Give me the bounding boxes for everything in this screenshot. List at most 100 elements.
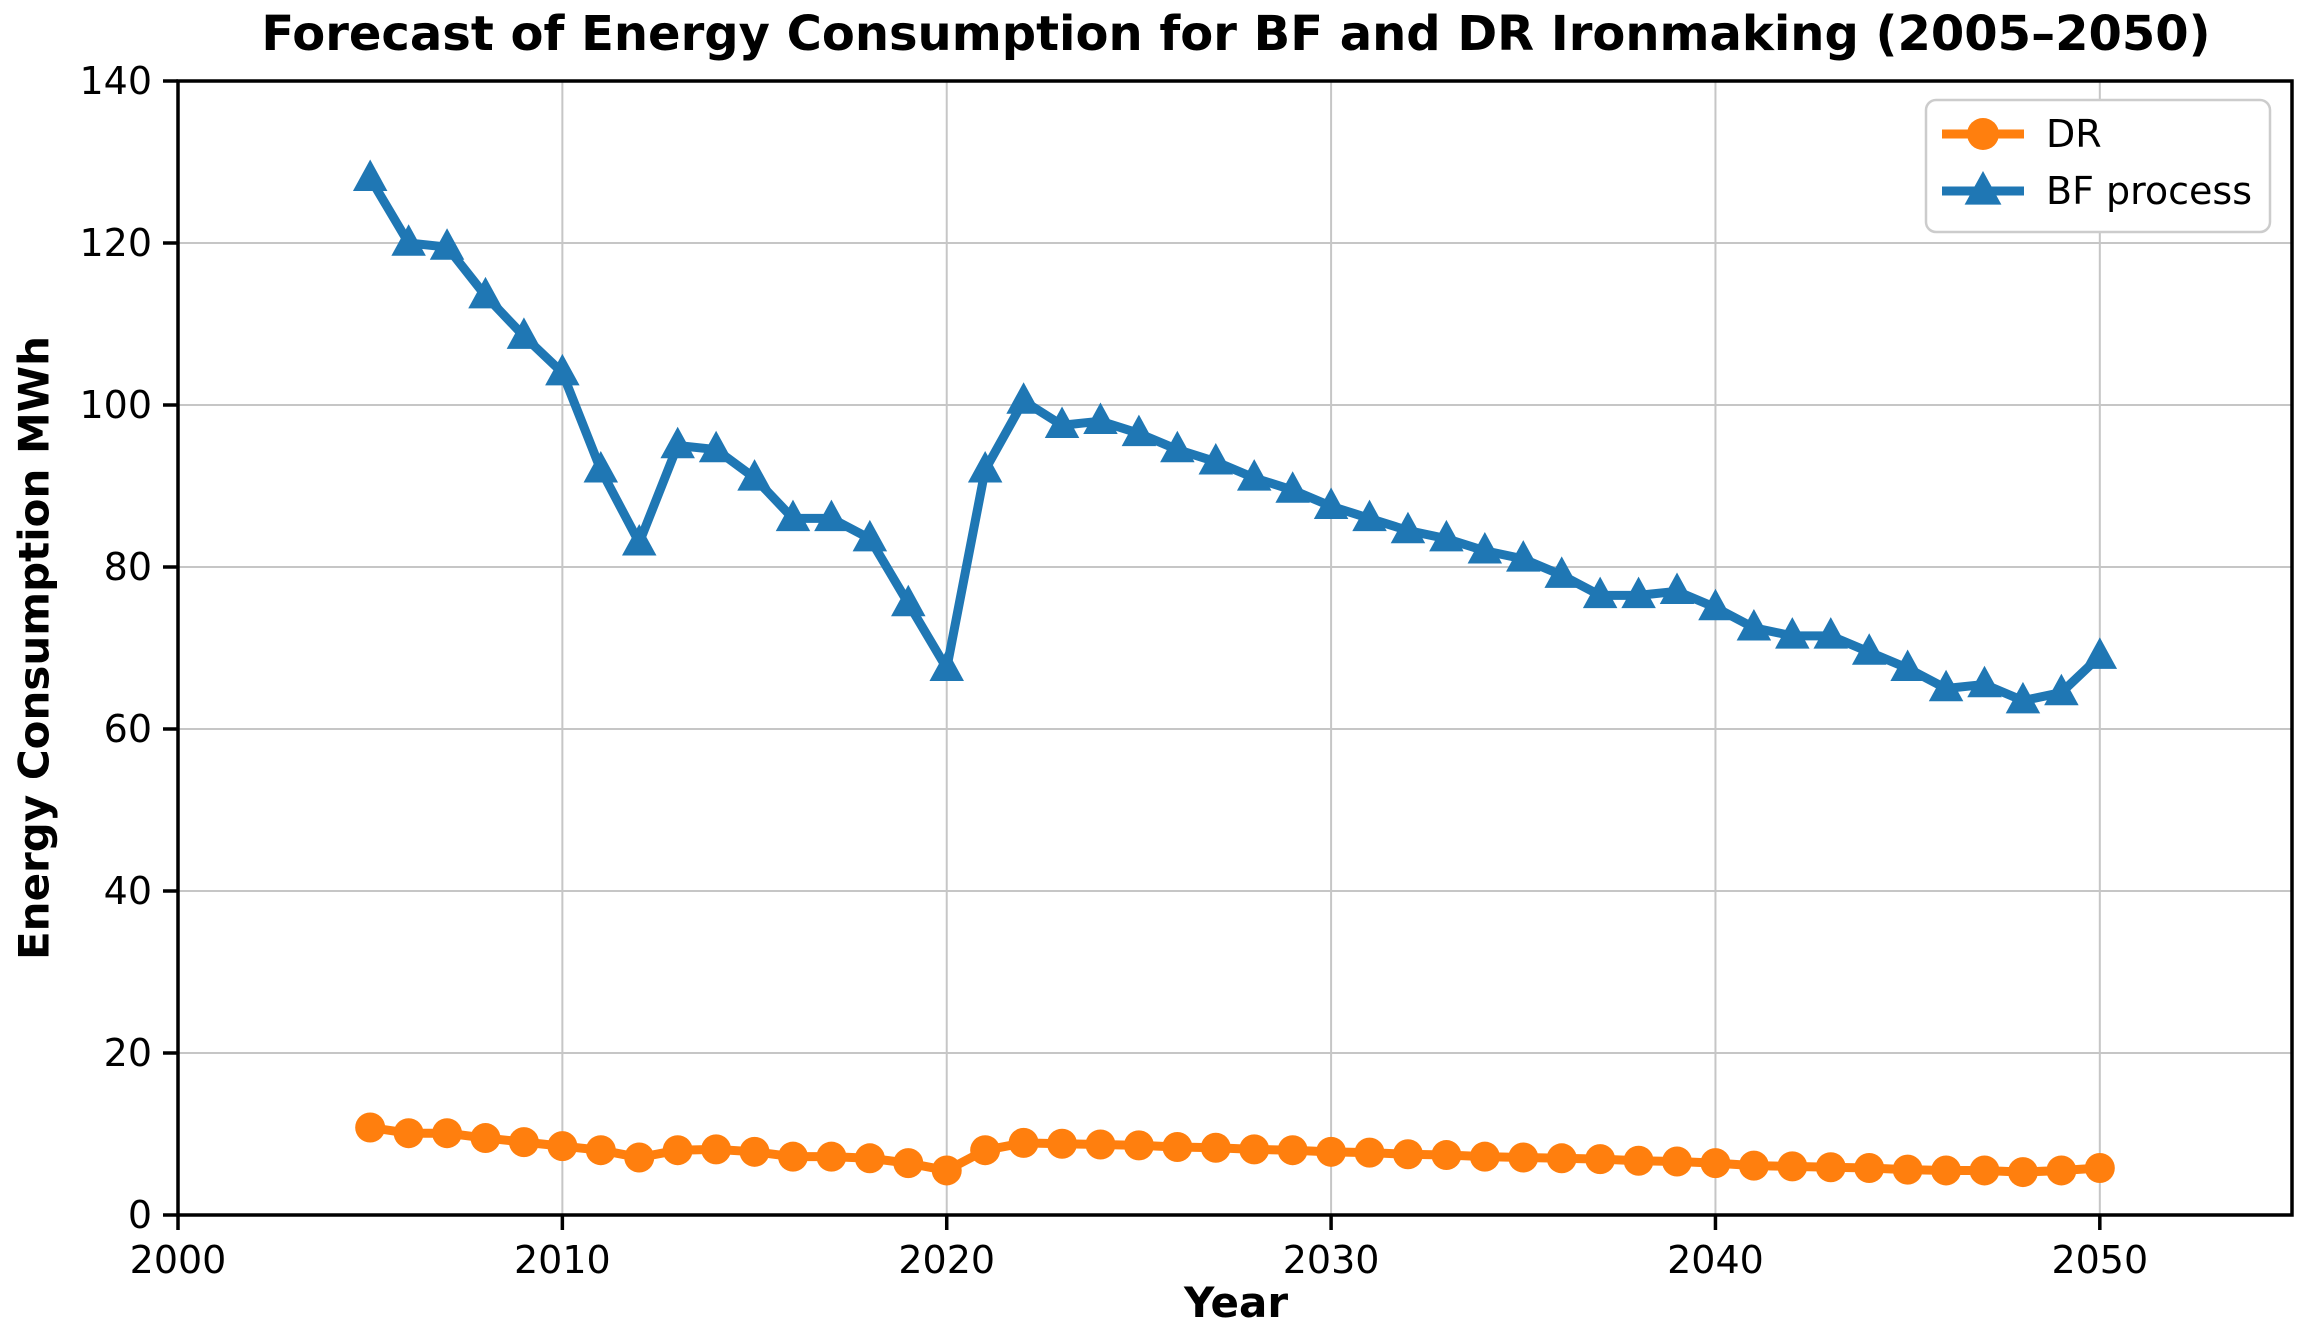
- circle-marker: [393, 1118, 424, 1149]
- triangle-marker: [1967, 665, 2002, 698]
- circle-marker: [1316, 1136, 1347, 1167]
- circle-marker: [1239, 1134, 1270, 1165]
- y-axis-label: Energy Consumption MWh: [9, 335, 59, 961]
- legend-entry-bf-process: BF process: [1942, 169, 2252, 213]
- circle-marker: [970, 1135, 1001, 1166]
- x-tick-label: 2020: [898, 1238, 995, 1282]
- triangle-marker: [429, 228, 465, 260]
- circle-marker: [1777, 1151, 1808, 1182]
- triangle-marker: [929, 649, 964, 681]
- legend: DR BF process: [1924, 98, 2272, 234]
- circle-marker: [1162, 1131, 1193, 1162]
- circle-marker: [1815, 1152, 1846, 1183]
- x-tick-label: 2000: [130, 1238, 227, 1282]
- circle-marker: [1892, 1154, 1923, 1185]
- circle-marker: [1931, 1155, 1962, 1186]
- series-line: [366, 175, 2103, 706]
- triangle-marker: [621, 523, 657, 556]
- circle-marker: [816, 1141, 847, 1172]
- triangle-marker: [1006, 382, 1041, 414]
- y-tick-label: 20: [104, 1031, 152, 1075]
- y-tick-label: 80: [104, 545, 152, 589]
- y-tick-label: 40: [104, 869, 152, 913]
- circle-marker: [1662, 1146, 1693, 1177]
- x-axis-ticks: 2000 2010 2020 2030 2040 2050: [130, 1215, 2148, 1282]
- triangle-marker: [391, 224, 426, 256]
- triangle-marker: [1275, 471, 1310, 503]
- circle-marker: [2046, 1155, 2077, 1186]
- triangle-marker: [1121, 414, 1157, 447]
- y-tick-label: 140: [79, 59, 152, 103]
- triangle-marker: [1775, 617, 1810, 649]
- y-tick-label: 60: [104, 707, 152, 751]
- triangle-marker: [1621, 576, 1656, 609]
- circle-marker: [1123, 1130, 1154, 1161]
- triangle-marker: [352, 159, 388, 191]
- triangle-marker: [660, 426, 695, 459]
- triangle-marker: [967, 451, 1003, 483]
- y-tick-label: 100: [79, 383, 152, 427]
- triangle-marker: [1352, 499, 1387, 532]
- x-tick-label: 2030: [1283, 1238, 1380, 1282]
- triangle-marker: [1083, 402, 1118, 434]
- triangle-marker: [1890, 649, 1925, 681]
- triangle-marker: [506, 317, 542, 349]
- circle-marker: [1392, 1139, 1423, 1170]
- triangle-marker: [852, 519, 888, 552]
- circle-marker: [1546, 1143, 1577, 1174]
- series-bf-process: [352, 159, 2118, 714]
- triangle-marker: [891, 584, 926, 617]
- x-tick-label: 2050: [2051, 1238, 2148, 1282]
- chart-title: Forecast of Energy Consumption for BF an…: [261, 6, 2211, 62]
- circle-marker: [470, 1123, 501, 1154]
- circle-marker: [931, 1155, 962, 1186]
- triangle-marker: [1160, 430, 1195, 463]
- y-axis-ticks: 0 20 40 60 80 100 120 140: [79, 59, 178, 1237]
- triangle-marker: [775, 499, 811, 532]
- triangle-marker: [1390, 511, 1426, 544]
- circle-marker: [624, 1142, 655, 1173]
- circle-marker: [1008, 1127, 1039, 1158]
- circle-marker: [355, 1112, 386, 1143]
- triangle-marker: [2082, 637, 2118, 669]
- circle-marker: [1585, 1144, 1616, 1175]
- x-axis-label: Year: [1183, 1278, 1289, 1327]
- triangle-marker: [1198, 442, 1234, 475]
- circle-marker: [777, 1141, 808, 1172]
- triangle-marker: [1467, 532, 1503, 564]
- circle-marker: [1623, 1145, 1654, 1176]
- circle-marker: [739, 1136, 770, 1167]
- triangle-marker: [468, 276, 503, 309]
- circle-marker: [1854, 1153, 1885, 1184]
- circle-marker: [1967, 118, 1999, 150]
- circle-marker: [1431, 1140, 1462, 1171]
- triangle-marker: [545, 353, 580, 386]
- series-line: [369, 1123, 2101, 1177]
- circle-marker: [1354, 1137, 1385, 1168]
- circle-marker: [1969, 1155, 2000, 1186]
- triangle-marker: [737, 459, 772, 491]
- circle-marker: [1738, 1150, 1769, 1181]
- triangle-marker: [1544, 556, 1579, 588]
- x-tick-label: 2040: [1667, 1238, 1764, 1282]
- circle-marker: [854, 1143, 885, 1174]
- circle-marker: [893, 1148, 924, 1179]
- legend-entry-dr: DR: [1942, 112, 2102, 156]
- circle-marker: [1508, 1142, 1539, 1173]
- circle-marker: [2007, 1157, 2038, 1188]
- circle-marker: [701, 1134, 732, 1165]
- y-tick-label: 0: [128, 1193, 152, 1237]
- triangle-marker: [1236, 459, 1272, 491]
- circle-marker: [508, 1127, 539, 1158]
- triangle-marker: [1698, 588, 1733, 621]
- circle-marker: [1277, 1135, 1308, 1166]
- circle-marker: [547, 1131, 578, 1162]
- circle-marker: [1047, 1128, 1078, 1159]
- circle-marker: [2084, 1153, 2115, 1184]
- triangle-marker: [698, 430, 734, 463]
- circle-marker: [1085, 1129, 1116, 1160]
- axes-frame: [176, 79, 2294, 1217]
- triangle-marker: [1313, 487, 1349, 519]
